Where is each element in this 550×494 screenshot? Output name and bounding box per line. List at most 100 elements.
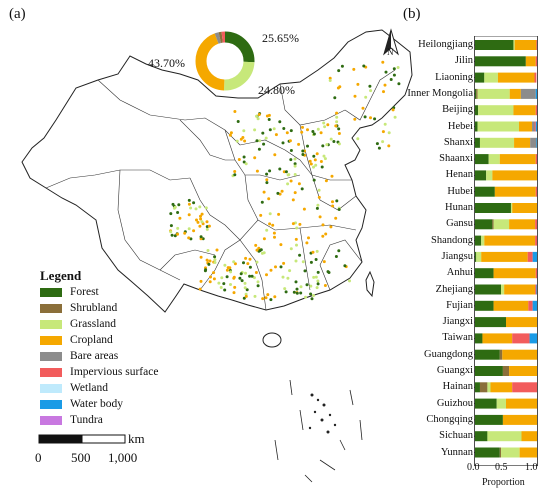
sample-point	[252, 276, 256, 280]
bar-segment-cropland	[519, 447, 537, 458]
legend-item: Wetland	[40, 380, 158, 396]
sample-point	[387, 144, 391, 148]
sample-point	[260, 200, 264, 204]
sample-point	[200, 220, 204, 224]
bar-segment-grassland	[484, 72, 498, 83]
bar-segment-forest	[475, 137, 480, 148]
bar-segment-grassland	[488, 154, 500, 165]
sample-point	[295, 287, 299, 291]
legend-label: Tundra	[70, 414, 103, 426]
province-label: Shanxi	[443, 136, 473, 148]
bar-segment-cropland	[521, 431, 537, 442]
bar-segment-forest	[475, 186, 495, 197]
sample-point	[298, 253, 302, 257]
bar-segment-grassland	[510, 203, 513, 213]
bar-segment-impervious-surface	[512, 333, 530, 344]
bar-segment-impervious-surface	[535, 235, 537, 246]
sample-point	[276, 191, 280, 195]
sample-point	[183, 231, 187, 235]
sample-point	[333, 96, 337, 100]
sample-point	[316, 203, 320, 207]
bar-segment-water-body	[536, 284, 537, 295]
province-label: Hunan	[445, 202, 473, 213]
sample-point	[206, 249, 210, 252]
bar-segment-impervious-surface	[535, 154, 537, 165]
sample-point	[256, 280, 260, 284]
sample-point	[212, 271, 216, 275]
sample-point	[222, 282, 226, 286]
x-tick-1: 1.0	[525, 462, 538, 473]
bar-segment-grassland	[513, 40, 515, 50]
sample-point	[381, 140, 385, 144]
sample-point	[257, 113, 261, 116]
sample-point	[207, 262, 211, 266]
sample-point	[352, 67, 356, 71]
sample-point	[244, 294, 248, 298]
legend-label: Grassland	[70, 318, 116, 330]
sample-point	[381, 130, 385, 134]
scale-unit: km	[128, 431, 145, 446]
bar-segment-forest	[475, 219, 493, 230]
province-label: Jilin	[454, 55, 473, 67]
sample-point	[288, 139, 292, 143]
sample-point	[298, 222, 302, 226]
sample-point	[325, 143, 329, 147]
sample-point	[310, 297, 314, 301]
sample-point	[293, 157, 297, 161]
x-tick-0: 0.0	[467, 462, 480, 473]
sample-point	[267, 118, 271, 121]
sample-point	[242, 129, 246, 133]
donut-label-forest: 25.65%	[262, 31, 299, 45]
sample-point	[201, 237, 205, 241]
sample-point	[187, 198, 191, 202]
bar-segment-forest	[475, 447, 500, 458]
province-label: Hainan	[442, 381, 473, 393]
sample-point	[299, 285, 303, 289]
sample-point	[392, 73, 396, 77]
bar-segment-cropland	[513, 105, 536, 116]
bar-segment-grassland	[477, 121, 520, 132]
sample-point	[237, 158, 241, 161]
sample-point	[326, 123, 330, 127]
sample-point	[274, 265, 277, 269]
sample-point	[328, 76, 332, 80]
bar-segment-cropland	[502, 349, 537, 360]
sample-point	[248, 274, 252, 278]
sample-point	[331, 204, 335, 208]
sample-point	[240, 279, 244, 283]
landcover-donut-chart	[195, 31, 255, 91]
bar-segment-shrubland	[502, 366, 510, 376]
sample-point	[328, 79, 332, 82]
sample-point	[383, 83, 387, 87]
sample-point	[223, 263, 227, 267]
sample-point	[316, 270, 320, 274]
sample-point	[334, 216, 338, 220]
sample-point	[204, 268, 208, 272]
sample-point	[316, 127, 320, 131]
sample-point	[232, 260, 236, 264]
sample-point	[294, 280, 298, 284]
sample-point	[363, 115, 367, 119]
sample-point	[205, 258, 209, 262]
map-legend: Legend Forest Shrubland Grassland Cropland B…	[40, 268, 158, 428]
sample-point	[233, 170, 237, 173]
sample-point	[225, 268, 229, 272]
province-label: Hubei	[447, 185, 473, 197]
legend-label: Forest	[70, 286, 99, 298]
bar-segment-impervious-surface	[535, 268, 537, 279]
province-label: Guizhou	[436, 397, 473, 409]
donut-slice-grassland	[195, 31, 255, 91]
sample-point	[312, 165, 315, 169]
province-label: Shandong	[431, 234, 473, 246]
sample-point	[368, 84, 372, 88]
sample-point	[258, 249, 262, 253]
sample-point	[391, 108, 395, 112]
sample-point	[225, 275, 229, 279]
sample-point	[177, 203, 181, 207]
bar-segment-impervious-surface	[536, 40, 537, 50]
bar-segment-forest	[475, 382, 480, 393]
donut-label-grassland: 24.80%	[258, 83, 295, 97]
province-label: Henan	[445, 169, 473, 181]
sample-points	[169, 60, 401, 302]
sample-point	[314, 275, 318, 279]
